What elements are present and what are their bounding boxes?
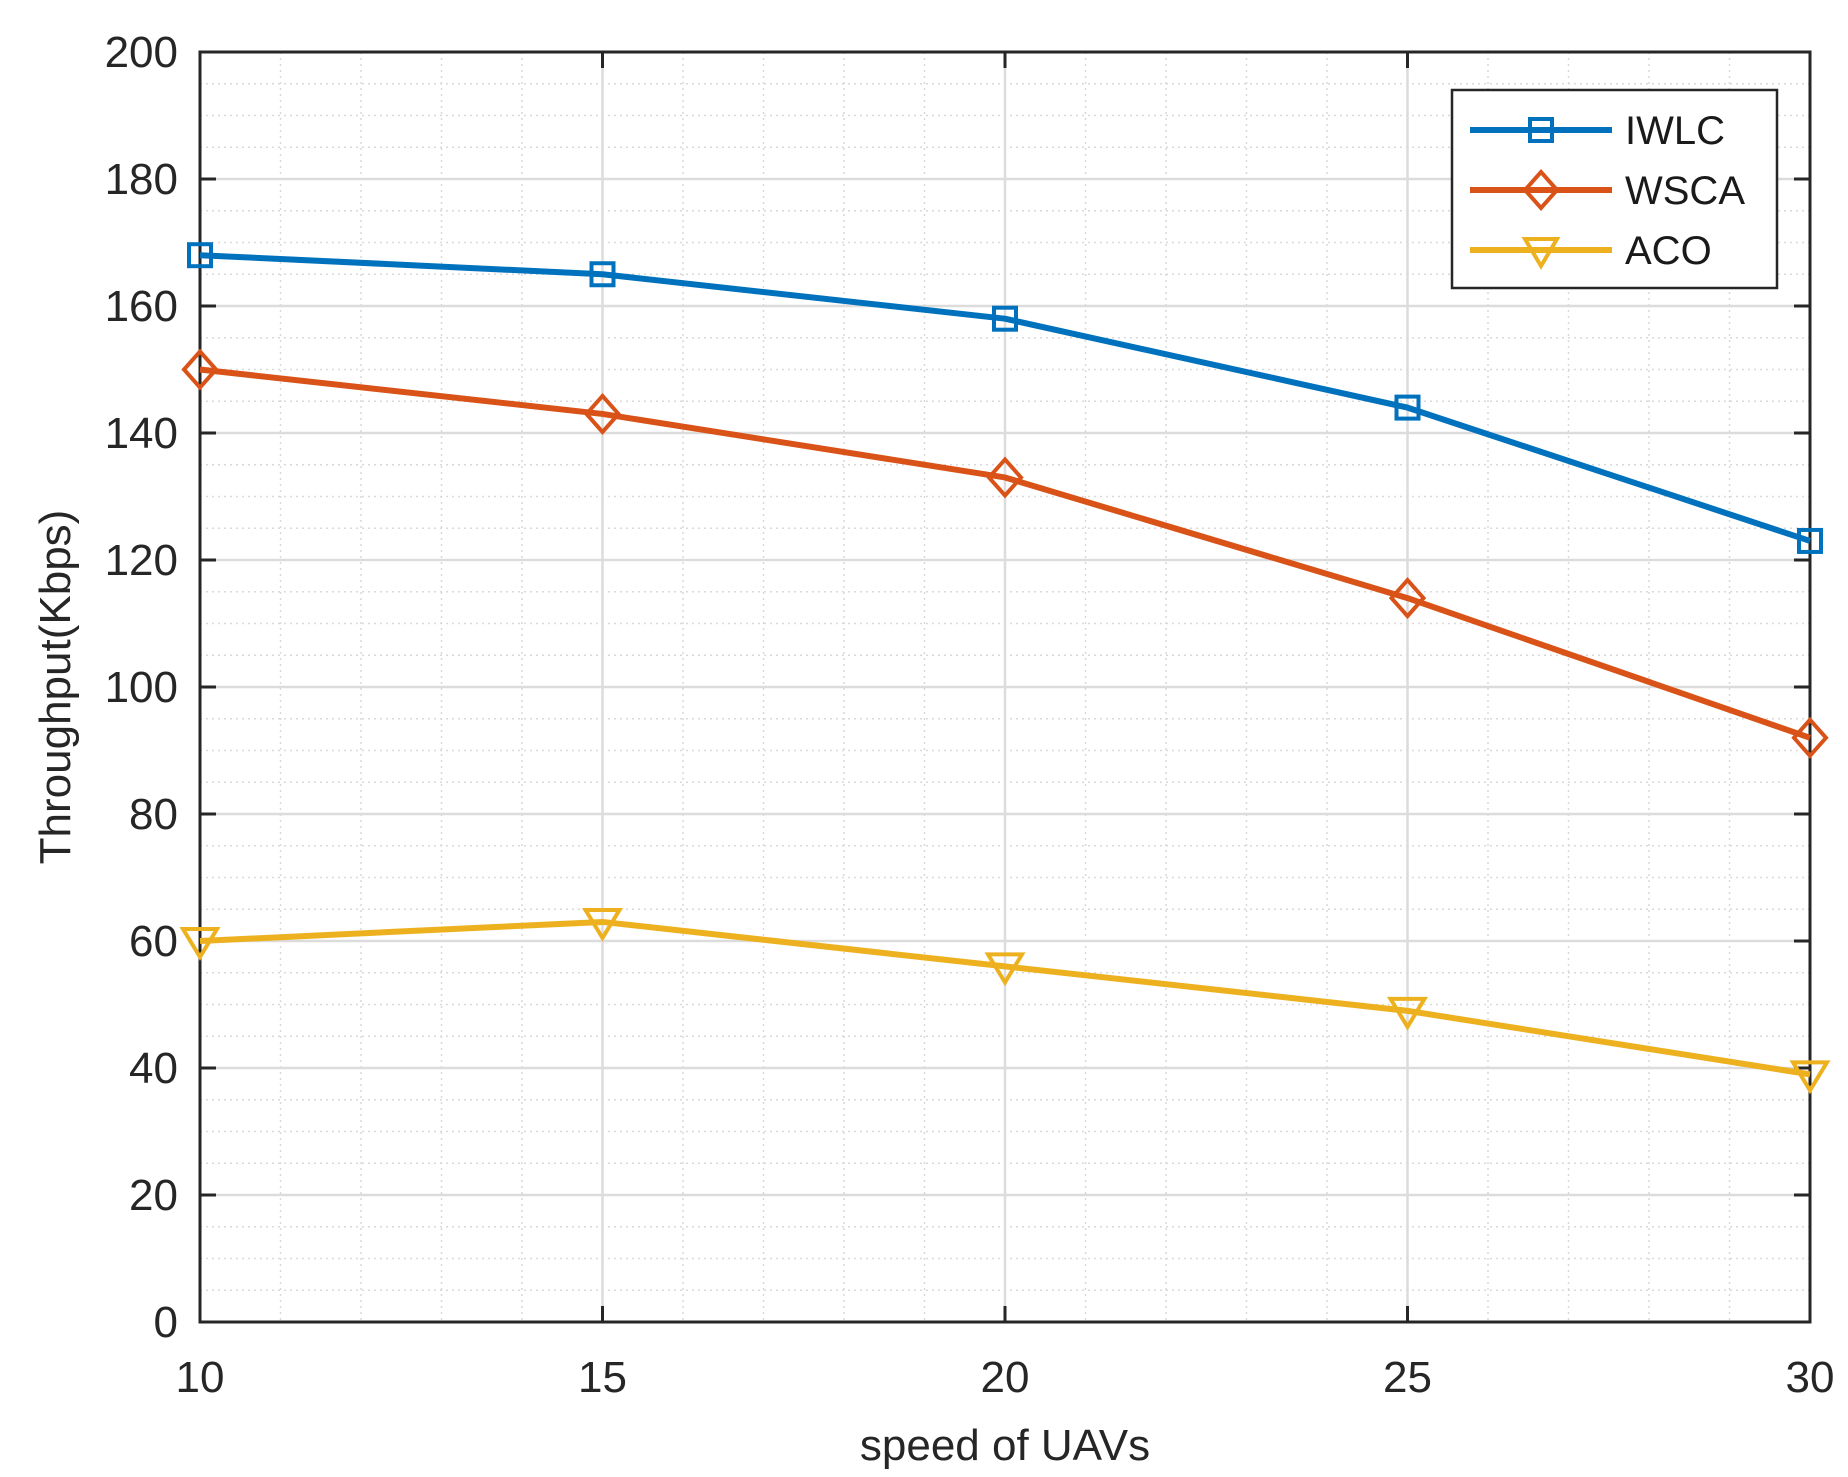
data-point-aco: [984, 952, 1026, 987]
y-tick-label: 0: [154, 1298, 178, 1347]
x-tick-label: 15: [578, 1353, 627, 1402]
legend-label-iwlc: IWLC: [1625, 109, 1725, 153]
series-aco: [179, 907, 1831, 1095]
data-point-wsca: [1791, 716, 1829, 759]
y-tick-label: 160: [105, 282, 178, 331]
data-point-iwlc: [992, 305, 1018, 332]
data-point-iwlc: [1797, 527, 1823, 554]
y-tick-label: 20: [129, 1171, 178, 1220]
x-tick-labels: 10 15 20 25 30: [176, 1353, 1835, 1402]
legend-marker-iwlc: [1528, 117, 1554, 143]
y-axis-label: Throughput(Kbps): [31, 510, 80, 865]
data-point-iwlc: [187, 242, 213, 269]
x-tick-label: 30: [1786, 1353, 1835, 1402]
series-line-iwlc: [199, 252, 1811, 544]
data-point-wsca: [986, 456, 1024, 499]
legend-entry-wsca: WSCA: [1470, 168, 1745, 213]
legend-marker-aco: [1521, 237, 1561, 270]
series-line-wsca: [199, 366, 1811, 741]
y-tick-label: 80: [129, 790, 178, 839]
y-tick-label: 180: [105, 155, 178, 204]
series-layer: [179, 242, 1831, 1095]
legend-label-wsca: WSCA: [1625, 169, 1745, 213]
y-tick-label: 120: [105, 536, 178, 585]
data-point-iwlc: [589, 261, 616, 288]
series-line-aco: [199, 918, 1811, 1078]
legend-label-aco: ACO: [1625, 229, 1712, 273]
y-tick-label: 200: [105, 28, 178, 77]
y-tick-labels: 0 20 40 60 80 100 120 140 160 180 200: [105, 28, 178, 1347]
y-tick-label: 60: [129, 917, 178, 966]
x-axis-label: speed of UAVs: [860, 1421, 1150, 1470]
y-tick-label: 40: [129, 1044, 178, 1093]
axis-ticks: [198, 50, 1812, 1324]
x-tick-label: 20: [981, 1353, 1030, 1402]
y-tick-label: 140: [105, 409, 178, 458]
series-wsca: [181, 348, 1829, 759]
data-point-wsca: [583, 392, 622, 435]
data-point-aco: [581, 907, 624, 942]
y-tick-label: 100: [105, 663, 178, 712]
legend-entry-aco: ACO: [1470, 229, 1712, 273]
legend: IWLC WSCA ACO: [1450, 88, 1779, 290]
legend-marker-wsca: [1522, 168, 1560, 212]
data-point-wsca: [181, 348, 219, 391]
series-iwlc: [187, 242, 1823, 554]
data-point-iwlc: [1394, 394, 1421, 421]
data-point-aco: [179, 927, 221, 961]
x-tick-label: 10: [176, 1353, 225, 1402]
data-point-aco: [1789, 1060, 1831, 1095]
data-point-aco: [1386, 996, 1429, 1031]
x-tick-label: 25: [1383, 1353, 1432, 1402]
data-point-wsca: [1388, 577, 1427, 620]
legend-entry-iwlc: IWLC: [1470, 109, 1725, 153]
